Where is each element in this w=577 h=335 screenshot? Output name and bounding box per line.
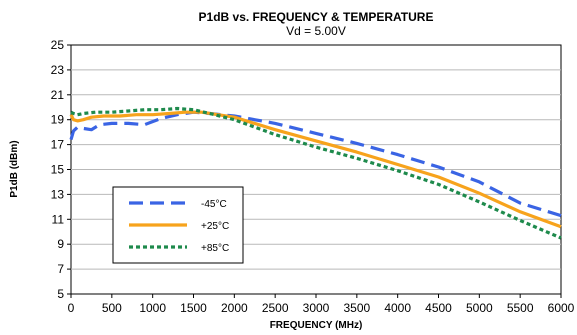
series-line-1 [69, 110, 562, 229]
x-tick-label: 1500 [180, 301, 207, 315]
y-tick-label: 25 [51, 38, 65, 52]
legend: -45°C +25°C +85°C [112, 186, 244, 264]
x-axis-ticks: 0 500 1000 1500 2000 2500 3000 3500 4000 4500 5000… [68, 294, 575, 315]
legend-label-0: -45°C [201, 199, 227, 210]
chart-subtitle: Vd = 5.00V [286, 24, 346, 38]
y-tick-label: 7 [57, 262, 64, 276]
x-tick-label: 0 [68, 301, 75, 315]
x-tick-label: 6000 [548, 301, 575, 315]
y-tick-label: 17 [51, 138, 65, 152]
legend-label-1: +25°C [201, 221, 229, 232]
x-tick-label: 3500 [343, 301, 370, 315]
x-tick-label: 3000 [303, 301, 330, 315]
x-tick-label: 4000 [384, 301, 411, 315]
y-tick-label: 9 [57, 237, 64, 251]
x-tick-label: 500 [102, 301, 122, 315]
x-tick-label: 2500 [262, 301, 289, 315]
legend-label-2: +85°C [201, 243, 229, 254]
series-line-0 [69, 110, 562, 218]
y-axis-ticks: 5 7 9 11 13 15 17 19 21 23 25 [51, 38, 71, 301]
x-tick-label: 1000 [139, 301, 166, 315]
y-tick-label: 5 [57, 287, 64, 301]
series-lines [69, 106, 562, 240]
y-tick-label: 11 [52, 212, 65, 226]
chart-title: P1dB vs. FREQUENCY & TEMPERATURE [199, 10, 434, 24]
y-tick-label: 19 [51, 113, 65, 127]
y-tick-label: 23 [51, 63, 65, 77]
series-line-2 [70, 106, 562, 240]
x-tick-label: 4500 [425, 301, 452, 315]
y-axis-label: P1dB (dBm) [9, 140, 20, 197]
x-tick-label: 5500 [507, 301, 534, 315]
y-tick-label: 13 [51, 187, 65, 201]
x-tick-label: 2000 [221, 301, 248, 315]
x-axis-label: FREQUENCY (MHz) [270, 320, 363, 331]
x-tick-label: 5000 [466, 301, 493, 315]
y-tick-label: 15 [51, 163, 65, 177]
y-tick-label: 21 [51, 88, 65, 102]
